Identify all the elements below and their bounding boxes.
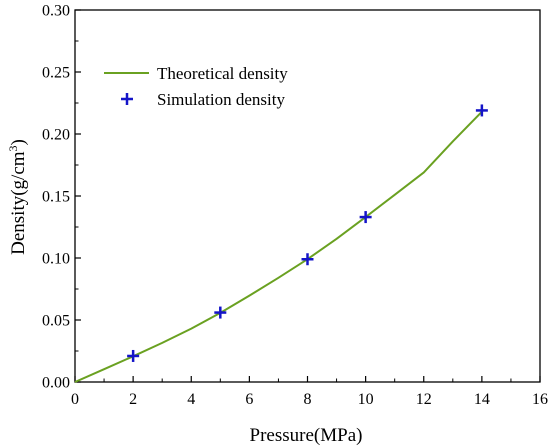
y-tick-label: 0.15: [42, 189, 70, 206]
simulation-point: [359, 211, 372, 224]
y-tick-label: 0.00: [42, 375, 70, 392]
simulation-point: [214, 306, 227, 319]
x-tick-label: 0: [71, 391, 79, 408]
plot-area: [74, 9, 541, 383]
simulation-point: [127, 349, 140, 362]
x-tick-label: 10: [358, 391, 374, 408]
legend-plus-marker: [121, 93, 133, 105]
simulation-point: [301, 253, 314, 266]
y-tick-label: 0.20: [42, 127, 70, 144]
x-tick-label: 16: [532, 391, 548, 408]
y-axis-label: Density(g/cm3): [6, 139, 29, 255]
x-tick-label: 14: [474, 391, 490, 408]
x-tick-label: 6: [245, 391, 253, 408]
y-tick-label: 0.10: [42, 251, 70, 268]
data-series: [74, 104, 488, 383]
y-axis-label-main: Density(g/cm: [8, 151, 29, 255]
x-axis-label: Pressure(MPa): [250, 425, 363, 446]
y-axis-label-superscript: 3: [6, 145, 20, 151]
theoretical-density-line: [74, 111, 483, 383]
x-tick-label: 12: [416, 391, 432, 408]
y-axis-label-close: ): [8, 139, 29, 145]
legend-label-theoretical: Theoretical density: [157, 64, 288, 83]
y-tick-label: 0.05: [42, 313, 70, 330]
simulation-point: [475, 104, 488, 117]
legend: Theoretical density Simulation density: [104, 64, 288, 109]
legend-label-simulation: Simulation density: [157, 90, 285, 109]
y-tick-label: 0.30: [42, 3, 70, 20]
x-tick-label: 4: [187, 391, 195, 408]
x-tick-label: 8: [304, 391, 312, 408]
axis-ticks: 0 2 4 6 8 10 12 14 16 0.00 0.05 0.10 0.15 0.20 0.25 0.3…: [42, 3, 548, 409]
x-tick-label: 2: [129, 391, 137, 408]
y-tick-label: 0.25: [42, 65, 70, 82]
plot-frame: [74, 9, 541, 383]
